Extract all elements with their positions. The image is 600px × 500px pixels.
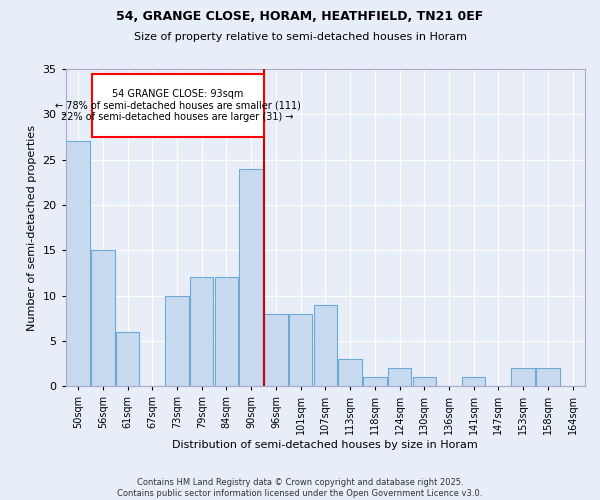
Bar <box>511 368 535 386</box>
Bar <box>536 368 560 386</box>
Text: Size of property relative to semi-detached houses in Horam: Size of property relative to semi-detach… <box>133 32 467 42</box>
Bar <box>116 332 139 386</box>
Bar <box>338 359 362 386</box>
Bar <box>314 304 337 386</box>
Text: 54 GRANGE CLOSE: 93sqm
← 78% of semi-detached houses are smaller (111)
22% of se: 54 GRANGE CLOSE: 93sqm ← 78% of semi-det… <box>55 88 301 122</box>
Bar <box>413 377 436 386</box>
Text: 54, GRANGE CLOSE, HORAM, HEATHFIELD, TN21 0EF: 54, GRANGE CLOSE, HORAM, HEATHFIELD, TN2… <box>116 10 484 23</box>
Bar <box>289 314 313 386</box>
Bar <box>239 168 263 386</box>
X-axis label: Distribution of semi-detached houses by size in Horam: Distribution of semi-detached houses by … <box>172 440 478 450</box>
Bar <box>165 296 189 386</box>
Bar <box>91 250 115 386</box>
Bar <box>363 377 386 386</box>
Bar <box>67 142 90 386</box>
FancyBboxPatch shape <box>92 74 263 137</box>
Bar <box>388 368 411 386</box>
Bar <box>462 377 485 386</box>
Bar <box>215 278 238 386</box>
Bar <box>190 278 214 386</box>
Y-axis label: Number of semi-detached properties: Number of semi-detached properties <box>27 124 37 330</box>
Bar <box>264 314 287 386</box>
Text: Contains HM Land Registry data © Crown copyright and database right 2025.
Contai: Contains HM Land Registry data © Crown c… <box>118 478 482 498</box>
